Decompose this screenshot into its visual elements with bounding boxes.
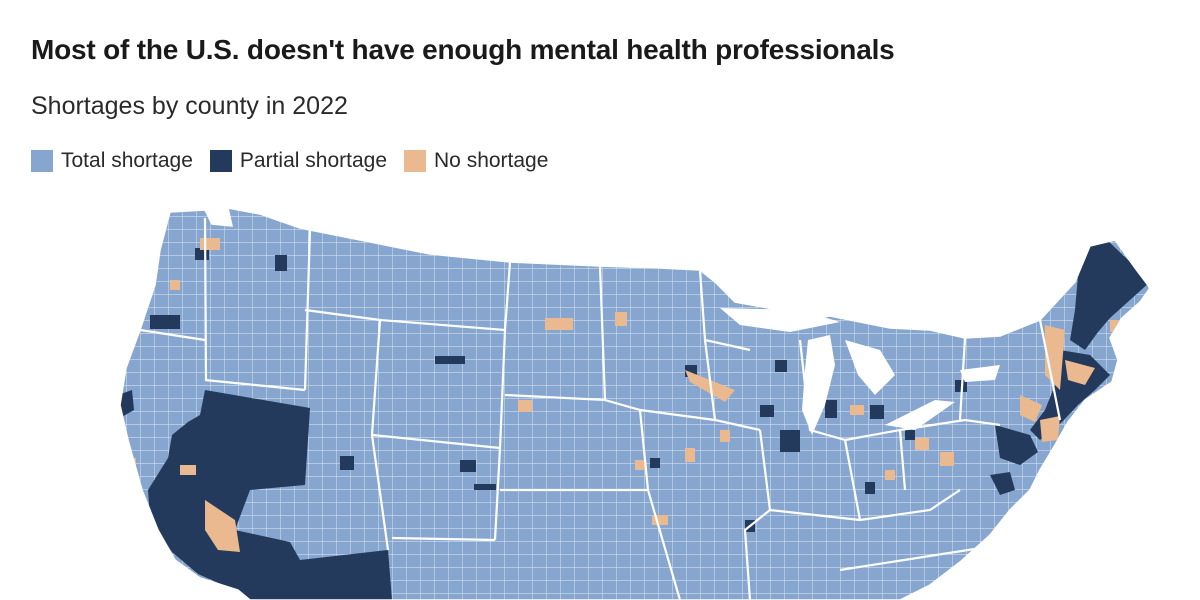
- no-shortage-county: [1065, 360, 1095, 385]
- partial-shortage-county: [905, 430, 915, 440]
- no-shortage-county: [1000, 530, 1012, 542]
- partial-shortage-county: [965, 568, 975, 578]
- state-border: [370, 398, 682, 600]
- lake-michigan: [802, 335, 835, 435]
- partial-shortage-southwest: [148, 390, 392, 600]
- no-shortage-county: [170, 280, 180, 290]
- no-shortage-county: [720, 430, 730, 442]
- partial-shortage-county: [985, 560, 997, 570]
- partial-shortage-county: [650, 458, 660, 468]
- partial-shortage-county: [460, 460, 476, 472]
- us-county-map: [0, 190, 1200, 600]
- legend-label-no-shortage: No shortage: [434, 149, 549, 172]
- partial-shortage-county: [435, 356, 465, 364]
- great-lakes: [720, 308, 1000, 435]
- partial-shortage-county: [870, 405, 884, 419]
- no-shortage-county: [850, 405, 864, 415]
- partial-shortage-county: [775, 360, 787, 372]
- legend-label-total-shortage: Total shortage: [61, 149, 193, 172]
- partial-shortage-county: [275, 255, 287, 271]
- legend-swatch-total-shortage: [31, 150, 53, 172]
- legend-item-no-shortage: No shortage: [404, 149, 548, 173]
- no-shortage-county: [885, 470, 895, 480]
- no-shortage-county: [180, 465, 196, 475]
- no-shortage-county: [915, 438, 929, 450]
- legend: Total shortage Partial shortage No short…: [31, 149, 565, 173]
- state-border: [639, 269, 772, 600]
- chart-title: Most of the U.S. doesn't have enough men…: [31, 34, 895, 65]
- partial-shortage-county: [825, 400, 837, 418]
- no-shortage-county: [652, 515, 668, 525]
- no-shortage-county: [518, 400, 532, 412]
- legend-swatch-partial-shortage: [209, 150, 232, 172]
- partial-shortage-county: [865, 482, 875, 494]
- partial-shortage-county: [340, 456, 354, 470]
- chart-subtitle: Shortages by county in 2022: [31, 92, 348, 120]
- partial-shortage-county: [990, 472, 1015, 495]
- partial-shortage-maine: [1070, 238, 1150, 350]
- no-shortage-county: [545, 318, 573, 330]
- no-shortage-county: [1040, 416, 1060, 442]
- state-border: [304, 261, 607, 450]
- no-shortage-county: [615, 312, 627, 326]
- lake-erie: [885, 400, 955, 430]
- partial-shortage-county: [780, 430, 800, 452]
- us-county-map-svg: [119, 207, 1151, 600]
- no-shortage-county: [1020, 395, 1042, 422]
- legend-item-total-shortage: Total shortage: [31, 149, 193, 173]
- partial-shortage-county: [474, 484, 496, 490]
- no-shortage-county: [940, 452, 954, 466]
- state-borders: [139, 217, 1062, 600]
- legend-label-partial-shortage: Partial shortage: [239, 149, 388, 172]
- legend-swatch-no-shortage: [404, 150, 427, 172]
- partial-shortage-county: [760, 405, 774, 417]
- no-shortage-county: [685, 448, 695, 462]
- state-border: [798, 339, 1001, 522]
- state-border: [769, 319, 1062, 572]
- partial-shortage-county: [150, 315, 180, 329]
- lake-huron: [845, 340, 895, 395]
- no-shortage-county: [635, 460, 645, 470]
- legend-item-partial-shortage: Partial shortage: [209, 149, 388, 173]
- no-shortage-county: [200, 238, 220, 250]
- lake-ontario: [960, 365, 1000, 382]
- partial-shortage-mid-atlantic: [995, 425, 1038, 465]
- no-shortage-county: [205, 500, 240, 552]
